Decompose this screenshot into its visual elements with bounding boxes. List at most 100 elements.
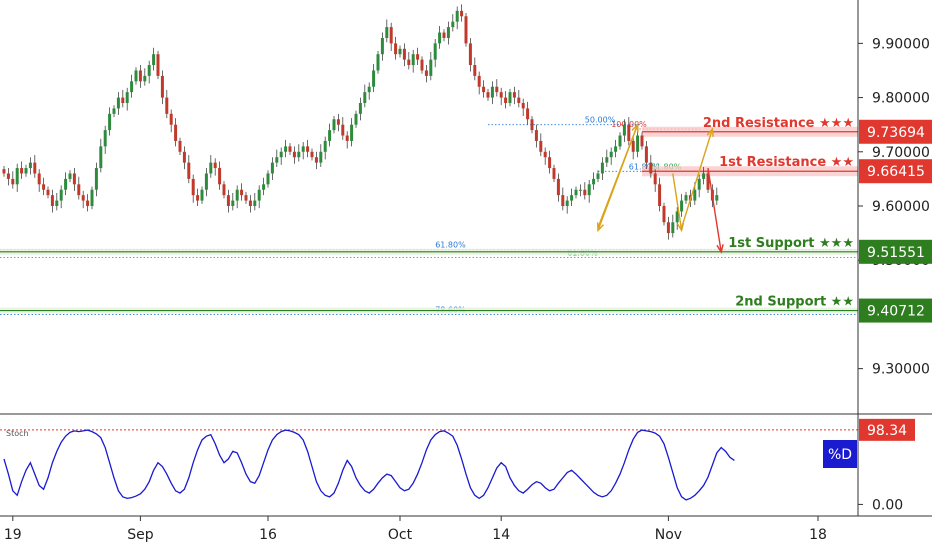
candle-body bbox=[548, 157, 552, 169]
candle bbox=[433, 39, 437, 68]
support-label: 2nd Support ★★ bbox=[735, 295, 854, 310]
candle-body bbox=[94, 168, 98, 190]
price-tick-label: 9.70000 bbox=[872, 145, 930, 161]
candle-body bbox=[530, 119, 534, 131]
candle bbox=[446, 21, 450, 45]
candle-body bbox=[68, 173, 72, 179]
candle-body bbox=[631, 140, 635, 152]
pattern-arrow-head bbox=[631, 123, 639, 133]
candle bbox=[55, 192, 59, 211]
candle-body bbox=[675, 211, 679, 223]
candle bbox=[152, 47, 156, 71]
candle-body bbox=[130, 81, 134, 93]
candle-body bbox=[143, 75, 147, 82]
candle bbox=[587, 179, 591, 203]
candle bbox=[684, 191, 688, 204]
candle-body bbox=[477, 75, 481, 87]
candle bbox=[512, 86, 516, 105]
candle-body bbox=[543, 151, 547, 158]
candle bbox=[662, 202, 666, 226]
candle bbox=[416, 47, 420, 66]
candle bbox=[666, 216, 670, 240]
candle bbox=[130, 74, 134, 98]
candle-body bbox=[222, 184, 226, 196]
pattern-arrow-head bbox=[676, 222, 685, 233]
candle bbox=[543, 147, 547, 165]
candle bbox=[526, 101, 530, 125]
candle bbox=[64, 172, 68, 196]
candle bbox=[578, 184, 582, 197]
candle-body bbox=[262, 184, 266, 190]
candle bbox=[297, 144, 301, 162]
candle bbox=[658, 177, 662, 212]
candle-body bbox=[372, 70, 376, 87]
time-tick-label: 18 bbox=[809, 527, 827, 543]
candle bbox=[438, 26, 442, 49]
candle bbox=[389, 22, 393, 51]
pattern-arrows bbox=[596, 123, 724, 254]
candle-body bbox=[416, 54, 420, 60]
candle bbox=[112, 105, 116, 118]
candle-body bbox=[328, 130, 332, 141]
candle-body bbox=[152, 54, 156, 66]
stoch-legend-label: %D bbox=[828, 447, 852, 463]
candle-body bbox=[666, 222, 670, 234]
time-tick-label: 19 bbox=[4, 527, 22, 543]
candle-body bbox=[288, 146, 292, 152]
candle bbox=[244, 191, 248, 204]
candle bbox=[614, 139, 618, 158]
candle bbox=[380, 32, 384, 61]
candle-body bbox=[323, 140, 327, 152]
candle bbox=[680, 194, 684, 217]
candle-body bbox=[147, 65, 151, 76]
candle bbox=[451, 14, 455, 32]
candle-body bbox=[15, 168, 19, 185]
candle bbox=[376, 50, 380, 74]
candle bbox=[539, 133, 543, 157]
candle-body bbox=[433, 43, 437, 60]
candle bbox=[270, 157, 274, 180]
candle-body bbox=[156, 54, 160, 76]
candle-body bbox=[336, 119, 340, 125]
candle bbox=[644, 140, 648, 170]
candle bbox=[200, 186, 204, 204]
candle-body bbox=[521, 103, 525, 109]
candlestick-series bbox=[2, 4, 719, 240]
candle-body bbox=[464, 16, 468, 44]
candle-body bbox=[121, 97, 125, 103]
candle bbox=[275, 149, 279, 167]
candle bbox=[402, 43, 406, 67]
candle-body bbox=[226, 195, 230, 206]
candle-body bbox=[556, 178, 560, 196]
projection-arrow-head bbox=[716, 244, 724, 254]
candle bbox=[310, 148, 314, 161]
candle bbox=[420, 56, 424, 74]
candle bbox=[482, 80, 486, 98]
candle bbox=[42, 177, 46, 196]
candle-body bbox=[160, 75, 164, 98]
candle-body bbox=[270, 162, 274, 174]
candle-body bbox=[46, 189, 50, 196]
candle-body bbox=[376, 54, 380, 71]
candle bbox=[464, 13, 468, 47]
candle-body bbox=[345, 135, 349, 141]
candle-body bbox=[600, 162, 604, 174]
fib-label: 50.00% bbox=[585, 116, 616, 125]
candle-body bbox=[609, 151, 613, 158]
candle-body bbox=[618, 135, 622, 147]
candle-body bbox=[33, 162, 37, 174]
stoch-title: Stoch bbox=[6, 429, 29, 438]
candle-body bbox=[662, 206, 666, 223]
candle bbox=[253, 192, 257, 211]
candle bbox=[627, 117, 631, 146]
candle-body bbox=[578, 189, 582, 191]
candle bbox=[15, 163, 19, 192]
candle-body bbox=[504, 97, 508, 103]
candle-body bbox=[411, 54, 415, 66]
candle-body bbox=[297, 151, 301, 158]
candle bbox=[187, 155, 191, 184]
candle-body bbox=[499, 92, 503, 98]
price-tick-label: 9.90000 bbox=[872, 36, 930, 52]
candle bbox=[288, 143, 292, 156]
